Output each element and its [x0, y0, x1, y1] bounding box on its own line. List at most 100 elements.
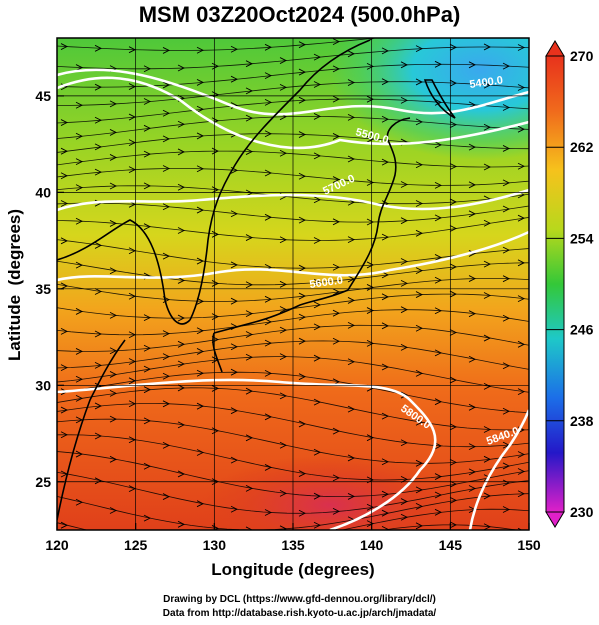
wind-arrow — [381, 458, 390, 466]
wind-arrow — [415, 161, 424, 169]
wind-arrow — [449, 43, 458, 51]
wind-arrow — [196, 297, 205, 305]
wind-arrow — [109, 347, 118, 355]
wind-arrow — [60, 200, 69, 207]
wind-arrow — [196, 46, 205, 54]
wind-arrow — [313, 113, 322, 120]
wind-arrow — [264, 464, 273, 471]
wind-arrow — [332, 337, 341, 345]
y-tick-label: 25 — [35, 474, 51, 490]
wind-arrow — [230, 261, 239, 269]
wind-arrow — [449, 459, 458, 466]
wind-arrow — [313, 323, 322, 331]
wind-arrow — [483, 492, 492, 500]
wind-arrow — [468, 310, 477, 318]
wind-arrow — [109, 415, 118, 423]
wind-arrow — [264, 509, 273, 516]
wind-arrow — [60, 364, 69, 372]
colorbar-tick-label: 254 — [570, 230, 594, 246]
wind-arrow — [347, 321, 356, 329]
wind-arrow — [434, 442, 443, 450]
wind-arrow — [415, 486, 424, 494]
height-contour — [57, 188, 529, 212]
wind-arrow — [400, 258, 409, 265]
wind-arrow — [94, 143, 103, 151]
wind-arrow — [230, 210, 239, 218]
wind-arrow — [381, 78, 390, 86]
lat-lon-grid — [57, 38, 529, 530]
wind-arrow — [264, 295, 273, 303]
colorbar: 270 262 254 246 238 230 — [545, 40, 594, 528]
wind-arrow — [264, 43, 273, 51]
wind-arrow — [298, 41, 307, 49]
wind-arrow — [75, 101, 84, 109]
wind-arrow — [94, 330, 103, 338]
wind-arrow — [517, 388, 526, 396]
wind-arrow — [279, 441, 288, 449]
wind-arrow — [230, 297, 239, 305]
wind-arrow — [381, 412, 390, 420]
wind-arrow — [517, 468, 526, 475]
wind-arrow — [196, 105, 205, 113]
wind-arrow — [502, 506, 511, 513]
wind-arrow — [230, 45, 239, 53]
wind-arrow — [348, 532, 354, 538]
wind-arrow — [177, 183, 186, 191]
wind-arrow — [503, 27, 509, 33]
wind-arrow — [109, 455, 118, 463]
wind-arrow — [400, 475, 409, 483]
wind-arrow — [109, 154, 118, 161]
wind-arrow — [434, 214, 443, 222]
wind-arrow — [434, 98, 443, 106]
wind-arrow — [434, 473, 443, 480]
wind-arrow — [264, 72, 273, 80]
x-tick-label: 135 — [281, 537, 305, 553]
wind-arrow — [449, 263, 458, 271]
wind-arrow — [245, 60, 254, 68]
wind-arrow — [298, 420, 307, 428]
wind-arrow — [313, 196, 322, 204]
wind-arrow — [415, 324, 424, 332]
wind-arrow — [177, 227, 186, 234]
wind-arrow — [230, 505, 239, 513]
wind-arrow — [415, 78, 424, 86]
wind-arrow — [449, 163, 458, 170]
wind-arrow — [468, 443, 477, 451]
wind-arrow — [347, 155, 356, 163]
wind-arrow — [381, 490, 390, 498]
wind-arrow — [245, 87, 254, 95]
wind-arrow — [366, 218, 375, 226]
wind-arrow — [177, 360, 186, 368]
height-contours — [57, 68, 529, 530]
wind-arrow — [143, 314, 152, 322]
wind-arrow — [143, 223, 152, 231]
wind-arrow — [434, 349, 443, 357]
wind-arrow — [245, 434, 254, 442]
wind-arrow — [196, 402, 205, 410]
wind-arrow — [434, 60, 443, 68]
wind-arrow — [332, 65, 341, 73]
wind-arrow — [162, 135, 171, 143]
wind-arrow — [143, 124, 152, 132]
wind-arrow — [264, 413, 273, 421]
wind-arrow — [415, 267, 424, 275]
wind-arrow — [279, 326, 288, 334]
wind-arrow — [245, 281, 254, 289]
wind-arrow — [332, 95, 341, 103]
wind-arrow — [279, 236, 288, 244]
wind-arrow — [502, 205, 511, 213]
wind-arrow — [332, 474, 341, 482]
wind-arrow — [94, 242, 103, 249]
height-contour — [57, 68, 529, 116]
wind-arrow — [196, 369, 205, 377]
wind-arrow — [128, 113, 137, 121]
coastline — [57, 219, 191, 325]
colorbar-tick-label: 238 — [570, 413, 594, 429]
wind-arrow — [94, 168, 103, 176]
wind-arrow — [366, 261, 375, 269]
wind-arrow — [483, 81, 492, 89]
wind-arrow — [298, 264, 307, 272]
wind-arrow — [162, 203, 171, 211]
wind-arrow — [196, 79, 205, 86]
wind-arrow — [264, 130, 273, 138]
